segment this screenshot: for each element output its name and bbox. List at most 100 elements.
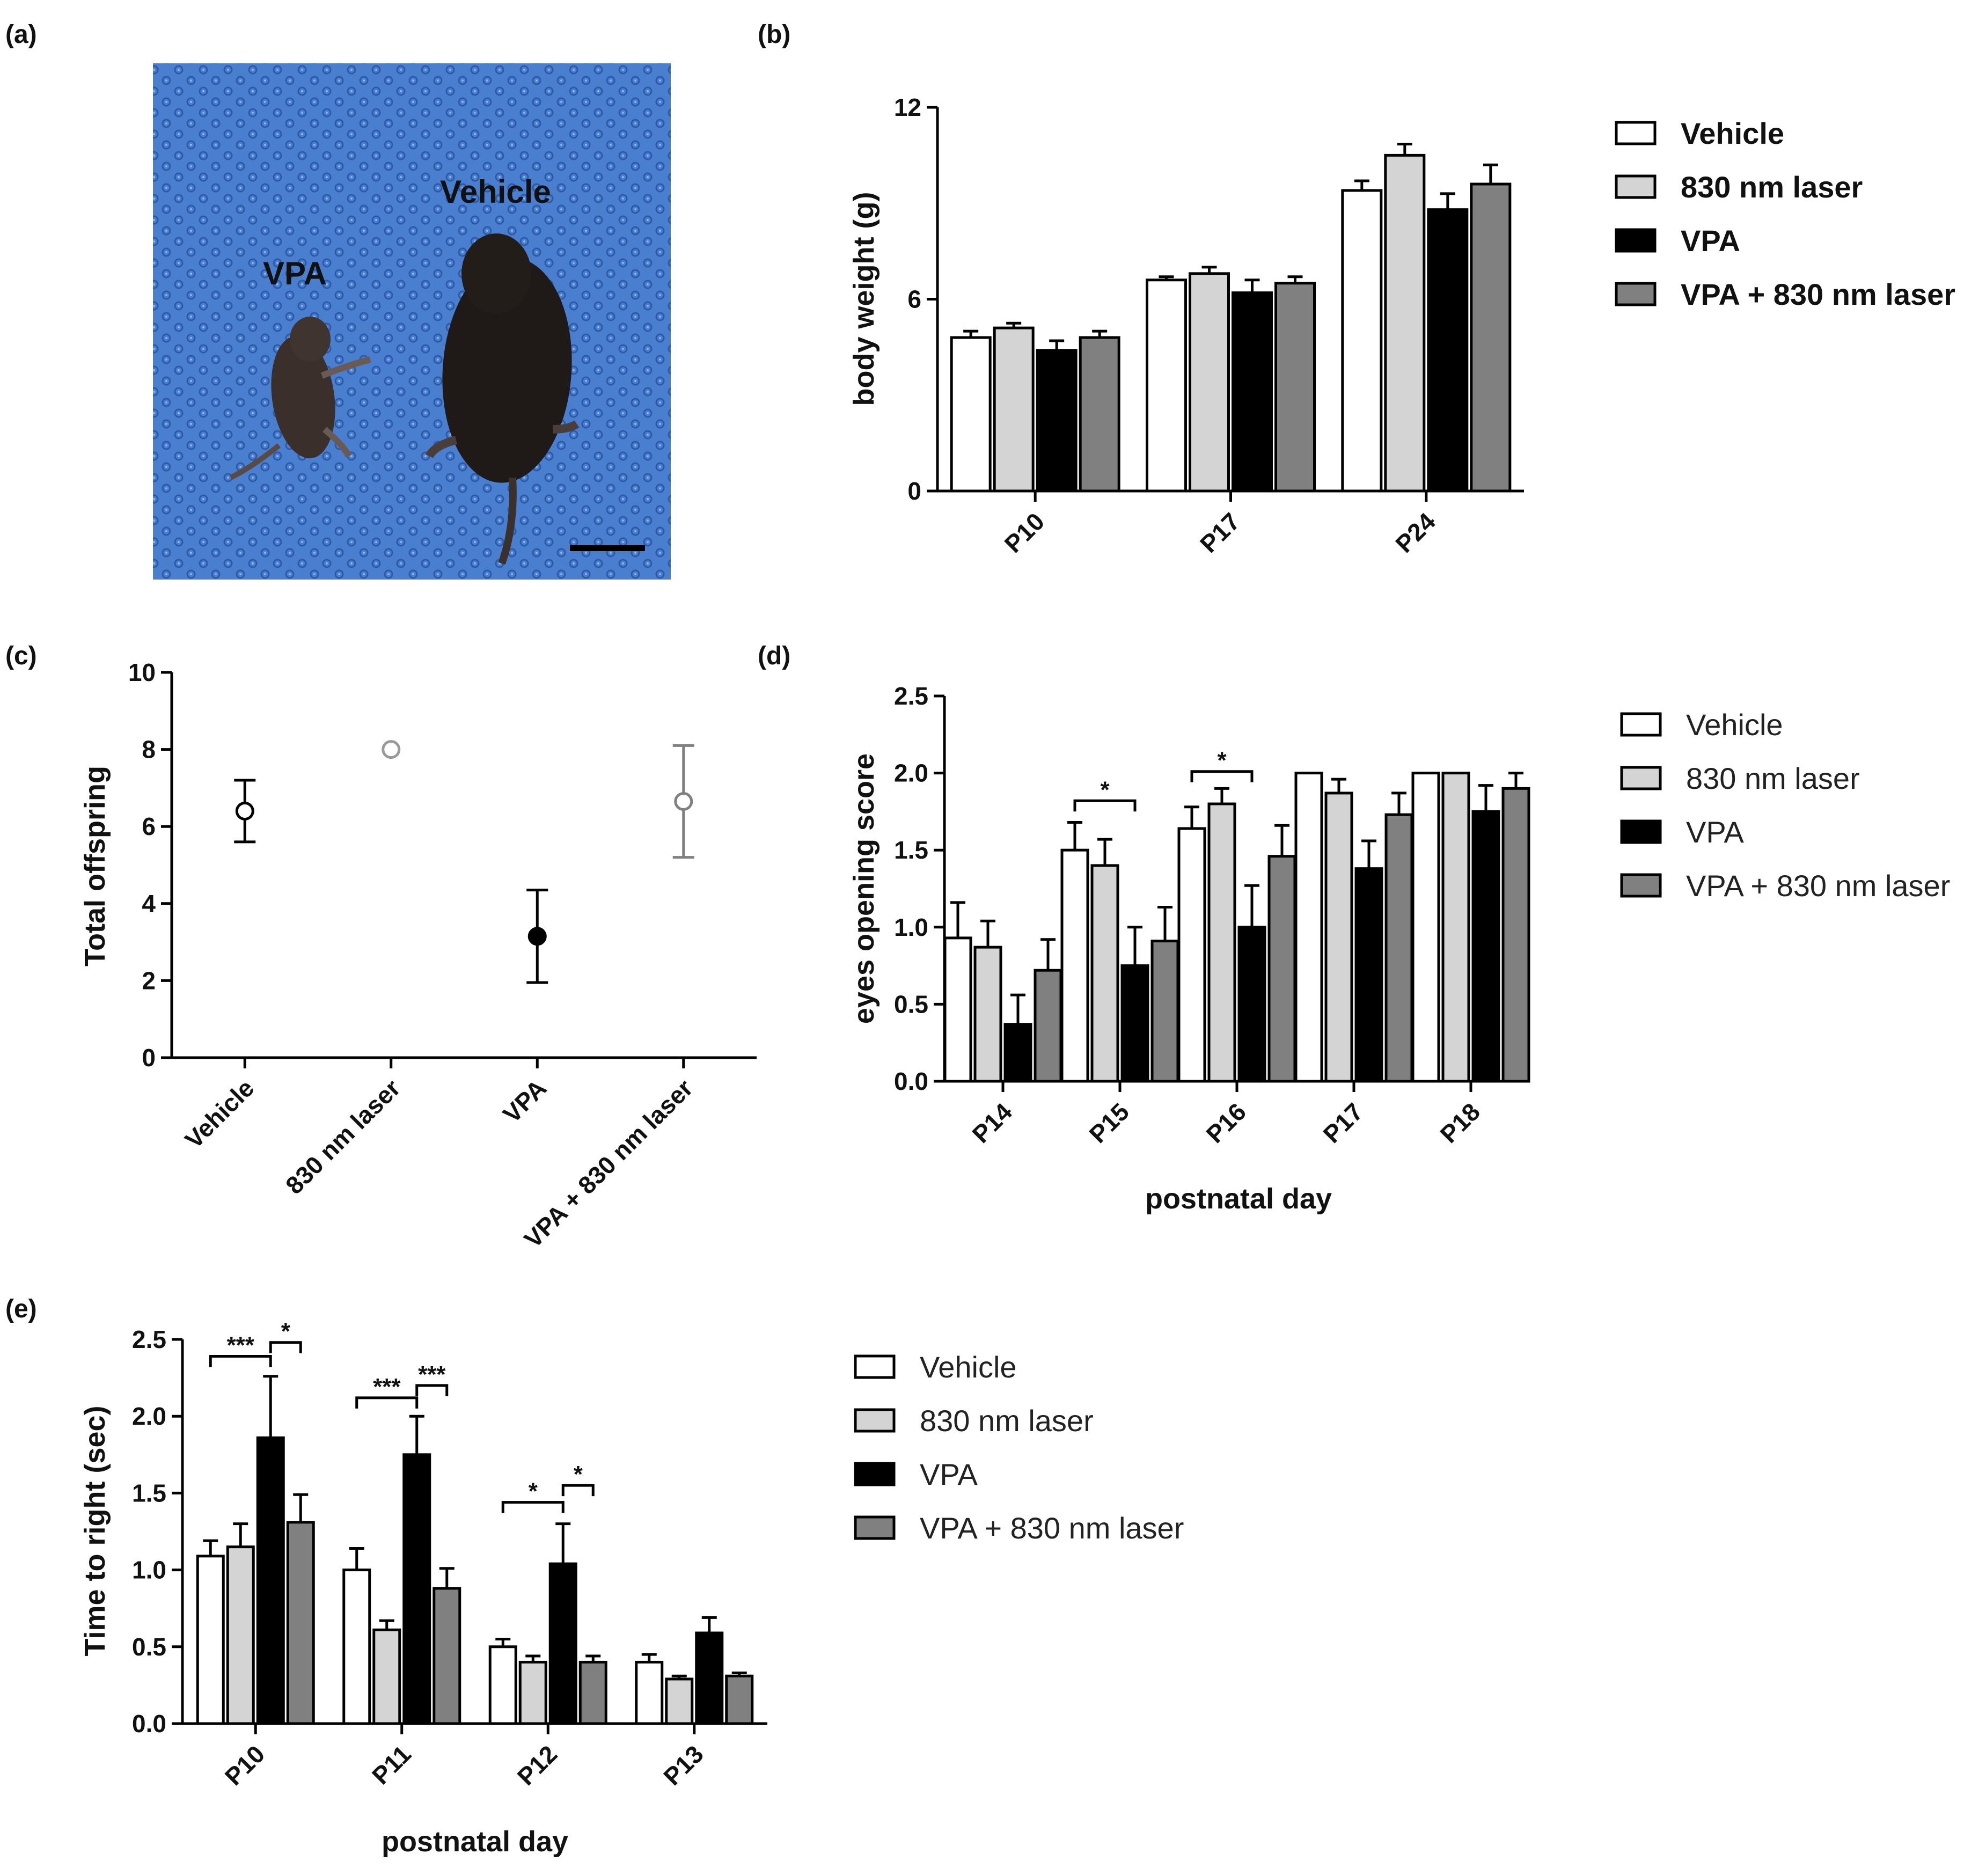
x-tick-label-p11: P11	[367, 1740, 416, 1790]
bar-830-nm-laser-p13	[665, 1677, 694, 1725]
legend-swatch-vehicle	[1620, 712, 1662, 737]
y-tick-label: 0	[142, 1044, 156, 1072]
y-axis-title: eyes opening score	[848, 753, 880, 1024]
legend-swatch-vpa-830-nm-laser	[1620, 873, 1662, 898]
significance-bracket	[269, 1341, 302, 1353]
legend-label-vpa-830-nm-laser: VPA + 830 nm laser	[1681, 277, 1955, 311]
bar-vpa-830-nm-laser-p13	[725, 1674, 754, 1725]
bar-vpa-p15	[1120, 964, 1149, 1083]
x-tick-label-p10: P10	[219, 1740, 270, 1791]
x-tick-label-p16: P16	[1200, 1097, 1251, 1148]
y-tick-label: 6	[142, 812, 156, 840]
x-tick-label-vehicle: Vehicle	[179, 1074, 259, 1154]
y-tick-label: 2.0	[894, 759, 928, 787]
significance-stars: *	[529, 1478, 538, 1505]
significance-bracket	[1073, 799, 1137, 812]
point-vehicle	[235, 801, 254, 820]
bar-vpa-p17	[1232, 291, 1273, 493]
bar-vpa-830-nm-laser-p17	[1384, 813, 1413, 1083]
y-tick-label: 12	[894, 93, 921, 121]
significance-bracket	[415, 1384, 449, 1396]
bar-vehicle-p10	[950, 336, 992, 493]
legend-swatch-vpa-830-nm-laser	[1615, 282, 1657, 306]
legend-swatch-830-nm-laser	[1620, 766, 1662, 790]
point-830-nm-laser	[382, 740, 401, 759]
significance-stars: *	[574, 1461, 583, 1487]
legend-swatch-vpa-830-nm-laser	[854, 1515, 896, 1540]
significance-stars: *	[1217, 748, 1227, 774]
bar-vpa-p11	[402, 1453, 431, 1725]
y-tick-label: 6	[907, 285, 921, 313]
bar-vpa-830-nm-laser-p17	[1274, 282, 1316, 493]
significance-stars: ***	[373, 1374, 401, 1400]
bar-vpa-830-nm-laser-p14	[1034, 969, 1062, 1083]
bar-830-nm-laser-p15	[1090, 864, 1119, 1083]
y-tick-label: 2.5	[132, 1325, 166, 1353]
point-vpa-830-nm-laser	[674, 792, 693, 811]
panel-label-d: (d)	[758, 642, 790, 670]
x-tick-label-830-nm-laser: 830 nm laser	[280, 1074, 406, 1199]
x-axis-title: postnatal day	[1145, 1183, 1332, 1215]
photo-panel: VPA Vehicle	[153, 63, 671, 580]
bar-830-nm-laser-p12	[518, 1660, 547, 1725]
y-tick-label: 8	[142, 736, 156, 764]
x-tick-label-vpa-830-nm-laser: VPA + 830 nm laser	[519, 1074, 698, 1253]
bar-vpa-830-nm-laser-p24	[1470, 182, 1512, 493]
legend-label-vpa: VPA	[1681, 224, 1740, 258]
significance-stars: ***	[418, 1361, 446, 1388]
legend-label-vehicle: Vehicle	[920, 1350, 1017, 1384]
bar-vpa-p14	[1003, 1023, 1032, 1083]
y-tick-label: 2	[142, 966, 156, 994]
bar-830-nm-laser-p17	[1324, 792, 1353, 1083]
y-axis-title: Total offspring	[79, 766, 111, 966]
x-tick-label-p18: P18	[1434, 1097, 1485, 1148]
x-tick-label-p24: P24	[1390, 507, 1441, 558]
bar-vehicle-p10	[196, 1555, 225, 1725]
bar-830-nm-laser-p10	[993, 326, 1035, 493]
y-tick-label: 2.0	[132, 1402, 166, 1430]
legend-label-830-nm-laser: 830 nm laser	[1686, 761, 1860, 795]
bar-vpa-p12	[548, 1562, 577, 1725]
x-tick-label-p12: P12	[512, 1740, 563, 1791]
bar-vehicle-p18	[1411, 772, 1440, 1083]
significance-bracket	[561, 1484, 595, 1497]
y-tick-label: 1.0	[132, 1556, 166, 1584]
bar-vpa-830-nm-laser-p11	[433, 1587, 461, 1725]
y-tick-label: 4	[142, 890, 156, 918]
photo-background	[153, 63, 671, 580]
y-tick-label: 0.0	[894, 1067, 928, 1095]
significance-bracket	[209, 1355, 272, 1367]
legend-swatch-vehicle	[1615, 121, 1657, 145]
bar-vehicle-p15	[1060, 848, 1089, 1083]
bar-vpa-p24	[1427, 208, 1469, 493]
panel-label-e: (e)	[5, 1295, 37, 1323]
y-axis-title: body weight (g)	[848, 192, 880, 406]
legend-label-vehicle: Vehicle	[1686, 708, 1783, 742]
y-tick-label: 1.0	[894, 913, 928, 941]
bar-vpa-p10	[256, 1436, 285, 1725]
x-axis-title: postnatal day	[382, 1826, 568, 1858]
y-tick-label: 0.0	[132, 1710, 166, 1738]
significance-stars: *	[281, 1318, 291, 1345]
significance-bracket	[355, 1396, 419, 1409]
y-tick-label: 0.5	[132, 1633, 166, 1661]
bar-vpa-830-nm-laser-p18	[1501, 787, 1530, 1083]
scale-bar	[570, 545, 645, 551]
bar-830-nm-laser-p14	[973, 946, 1002, 1083]
bar-vehicle-p11	[342, 1569, 371, 1725]
bar-vehicle-p12	[488, 1645, 517, 1725]
significance-stars: *	[1100, 776, 1110, 803]
bar-vpa-830-nm-laser-p10	[1079, 336, 1120, 493]
bar-vehicle-p16	[1177, 827, 1206, 1083]
bar-vpa-p10	[1036, 349, 1078, 493]
y-tick-label: 0.5	[894, 990, 928, 1018]
bar-vpa-830-nm-laser-p12	[578, 1660, 607, 1725]
legend-swatch-vehicle	[854, 1354, 896, 1379]
photo-label-vehicle: Vehicle	[440, 174, 551, 210]
x-tick-label-p13: P13	[658, 1740, 709, 1791]
bar-830-nm-laser-p10	[226, 1545, 255, 1725]
x-tick-label-p14: P14	[966, 1097, 1017, 1148]
vehicle-pup-illustration	[425, 233, 580, 565]
